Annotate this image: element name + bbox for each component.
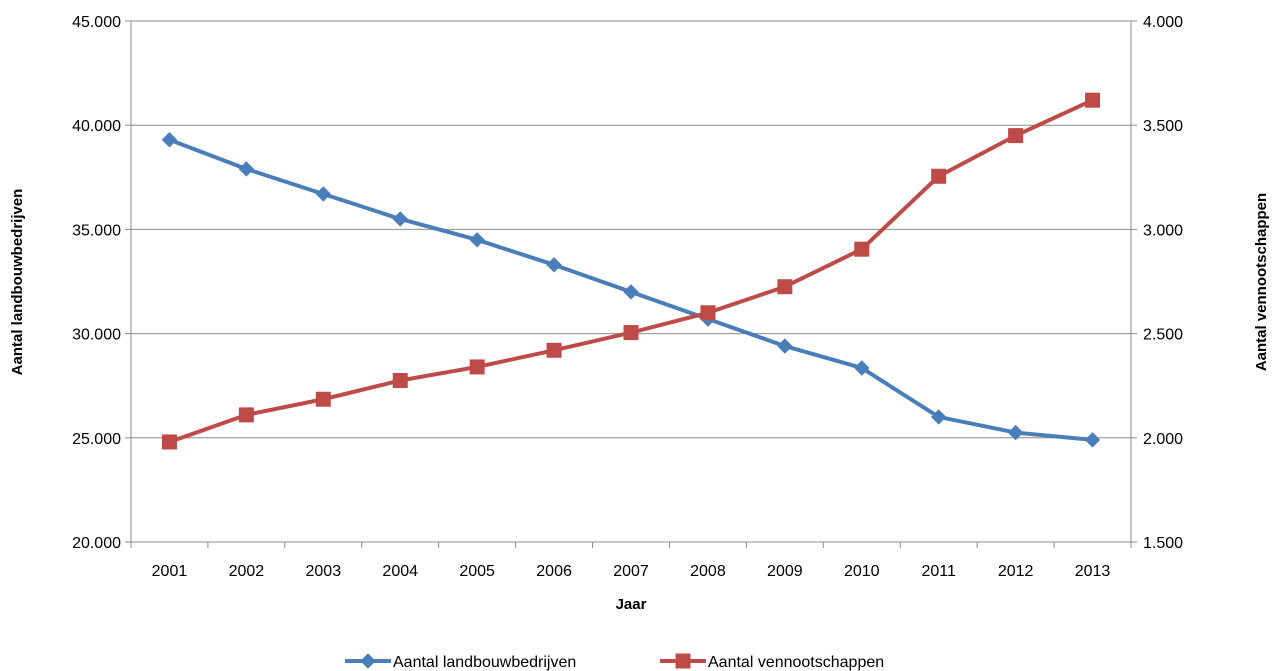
left-y-axis-title: Aantal landbouwbedrijven bbox=[9, 189, 26, 376]
data-point bbox=[161, 434, 177, 450]
right-y-tick-labels: 1.500 2.000 2.500 3.000 3.500 4.000 bbox=[1143, 14, 1183, 552]
right-y-tick-label: 3.000 bbox=[1143, 222, 1183, 239]
left-y-tick-label: 20.000 bbox=[72, 535, 121, 552]
right-y-tick-label: 1.500 bbox=[1143, 535, 1183, 552]
left-y-tick-label: 25.000 bbox=[72, 431, 121, 448]
x-axis-title: Jaar bbox=[616, 596, 647, 613]
left-y-tick-label: 45.000 bbox=[72, 14, 121, 31]
left-y-tick-label: 40.000 bbox=[72, 118, 121, 135]
data-point bbox=[1085, 92, 1101, 108]
legend-marker bbox=[675, 653, 691, 669]
data-point bbox=[546, 342, 562, 358]
data-point bbox=[238, 161, 255, 177]
x-tick-label: 2009 bbox=[767, 563, 803, 580]
data-point bbox=[392, 372, 408, 388]
legend-item: Aantal landbouwbedrijven bbox=[345, 653, 576, 671]
legend-label: Aantal vennootschappen bbox=[708, 654, 884, 671]
data-point bbox=[623, 284, 639, 300]
series-2 bbox=[161, 92, 1101, 450]
legend-marker bbox=[360, 653, 376, 669]
x-tick-label: 2001 bbox=[152, 563, 188, 580]
x-tick-label: 2006 bbox=[536, 563, 572, 580]
legend-item: Aantal vennootschappen bbox=[660, 653, 884, 671]
x-tick-label: 2005 bbox=[459, 563, 495, 580]
data-point bbox=[315, 391, 331, 407]
right-y-tick-label: 2.000 bbox=[1143, 431, 1183, 448]
data-point bbox=[1008, 128, 1024, 144]
right-y-tick-label: 2.500 bbox=[1143, 327, 1183, 344]
data-point bbox=[469, 232, 485, 248]
data-point bbox=[469, 359, 485, 375]
left-y-tick-label: 30.000 bbox=[72, 327, 121, 344]
x-tick-label: 2013 bbox=[1075, 563, 1111, 580]
x-tick-label: 2012 bbox=[998, 563, 1034, 580]
data-point bbox=[315, 186, 332, 202]
x-tick-label: 2003 bbox=[306, 563, 342, 580]
data-point bbox=[623, 325, 639, 341]
data-point bbox=[238, 407, 254, 423]
right-y-tick-label: 3.500 bbox=[1143, 118, 1183, 135]
data-point bbox=[1007, 424, 1024, 441]
x-tick-label: 2010 bbox=[844, 563, 880, 580]
right-y-tick-label: 4.000 bbox=[1143, 14, 1183, 31]
series-layer bbox=[161, 92, 1101, 450]
series-line bbox=[168, 98, 1094, 444]
data-point bbox=[700, 305, 716, 321]
data-point bbox=[777, 279, 793, 295]
data-point bbox=[931, 168, 947, 184]
x-tick-label: 2007 bbox=[613, 563, 649, 580]
x-tick-label: 2002 bbox=[229, 563, 265, 580]
left-y-tick-labels: 20.000 25.000 30.000 35.000 40.000 45.000 bbox=[72, 14, 121, 552]
data-point bbox=[854, 241, 870, 257]
gridlines bbox=[131, 20, 1131, 439]
data-point bbox=[777, 338, 793, 354]
x-tick-label: 2011 bbox=[921, 563, 956, 580]
data-point bbox=[1084, 432, 1101, 448]
x-tick-labels: 2001 2002 2003 2004 2005 2006 2007 2008 2009 2010… bbox=[152, 563, 1111, 580]
data-point bbox=[161, 132, 178, 148]
data-point bbox=[392, 211, 408, 227]
right-y-axis-title: Aantal vennootschappen bbox=[1253, 193, 1270, 371]
left-y-tick-label: 35.000 bbox=[72, 222, 121, 239]
data-point bbox=[854, 360, 870, 376]
data-point bbox=[546, 257, 562, 273]
series-1 bbox=[161, 132, 1101, 448]
legend: Aantal landbouwbedrijven Aantal vennootsc… bbox=[345, 653, 884, 671]
data-point bbox=[930, 409, 947, 425]
x-tick-label: 2004 bbox=[382, 563, 418, 580]
x-tick-label: 2008 bbox=[690, 563, 726, 580]
legend-label: Aantal landbouwbedrijven bbox=[393, 654, 576, 671]
axes bbox=[125, 20, 1137, 548]
